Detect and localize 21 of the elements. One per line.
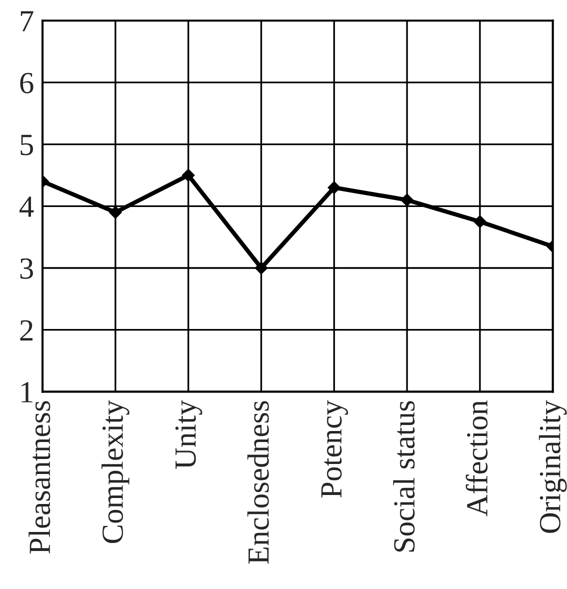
- x-tick-label: Unity: [175, 400, 202, 469]
- x-tick-label: Complexity: [102, 400, 130, 544]
- x-tick-label: Affection: [466, 400, 488, 516]
- x-tick-label: Enclosedness: [247, 401, 269, 564]
- point: [474, 215, 486, 228]
- point: [182, 168, 195, 182]
- x-tick-label: Potency: [321, 400, 348, 498]
- y-tick-label: 7: [20, 11, 34, 32]
- y-tick-label: 3: [20, 258, 33, 279]
- point: [328, 181, 341, 194]
- point: [254, 262, 268, 274]
- y-tick-label: 2: [20, 320, 33, 340]
- x-tick-label: Social status: [393, 401, 415, 552]
- y-tick-label: 1: [22, 382, 32, 402]
- point: [400, 194, 414, 206]
- y-tick-label: 6: [20, 72, 34, 94]
- x-tick-label: Originality: [538, 400, 567, 533]
- point: [109, 206, 122, 219]
- x-tick-label: Pleasantness: [28, 401, 50, 554]
- y-tick-label: 5: [20, 134, 33, 156]
- y-tick-label: 4: [20, 196, 34, 217]
